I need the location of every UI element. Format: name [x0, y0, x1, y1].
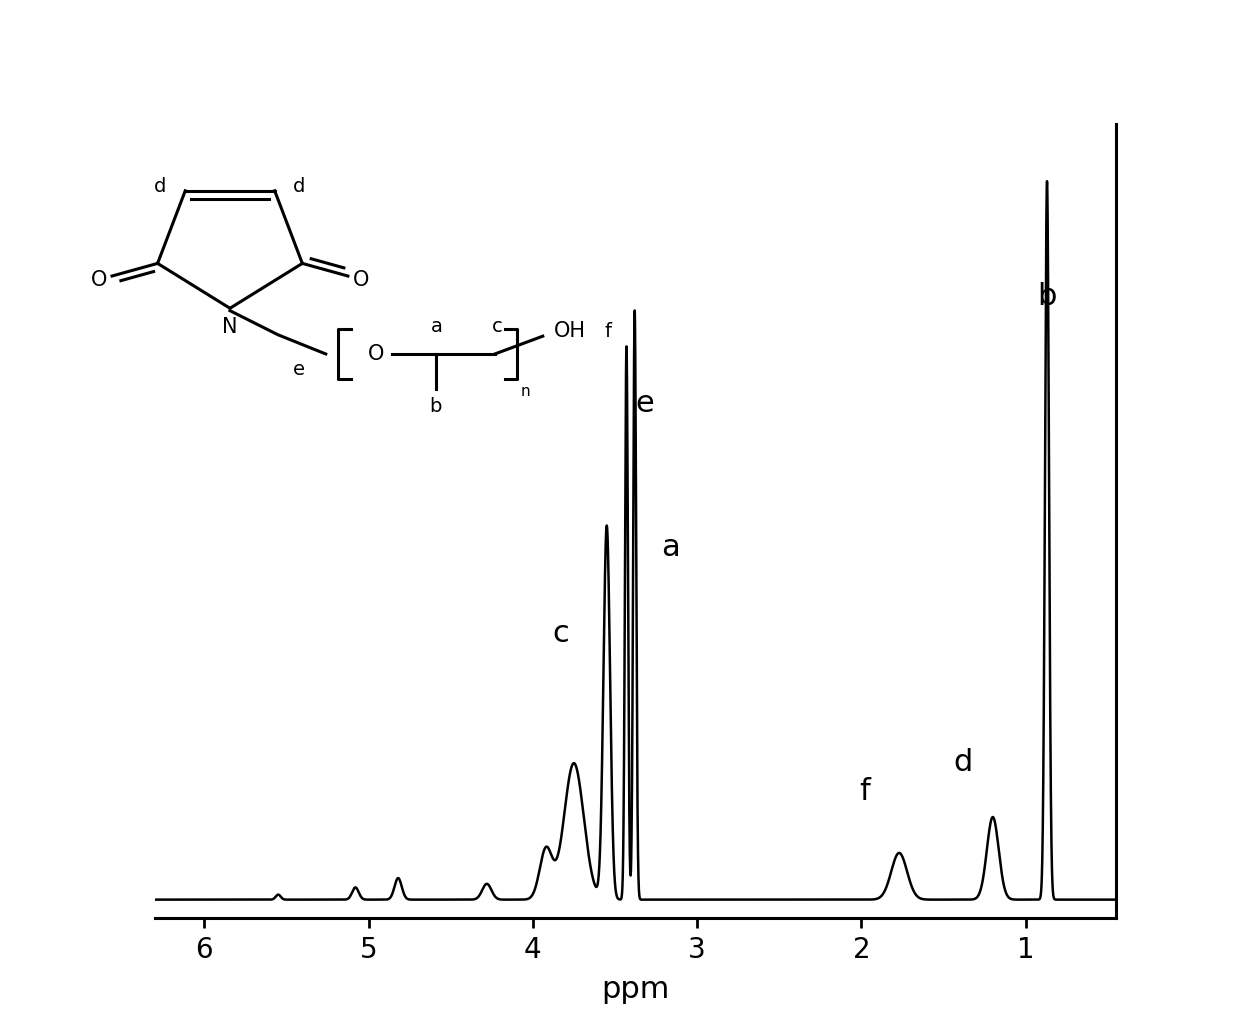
Text: c: c	[552, 620, 569, 648]
Text: a: a	[430, 317, 443, 336]
Text: d: d	[154, 177, 166, 197]
Text: d: d	[294, 177, 306, 197]
Text: O: O	[368, 344, 384, 364]
Text: N: N	[222, 317, 238, 337]
Text: b: b	[429, 397, 441, 417]
X-axis label: ppm: ppm	[601, 974, 670, 1004]
Text: O: O	[353, 270, 370, 290]
Text: f: f	[605, 322, 611, 341]
Text: e: e	[293, 360, 305, 378]
Text: n: n	[521, 384, 531, 399]
Text: OH: OH	[554, 322, 587, 341]
Text: a: a	[661, 533, 681, 562]
Text: e: e	[635, 390, 653, 419]
Text: b: b	[1038, 281, 1056, 310]
Text: d: d	[954, 749, 973, 777]
Text: O: O	[91, 270, 107, 290]
Text: f: f	[859, 777, 870, 806]
Text: c: c	[492, 317, 503, 336]
